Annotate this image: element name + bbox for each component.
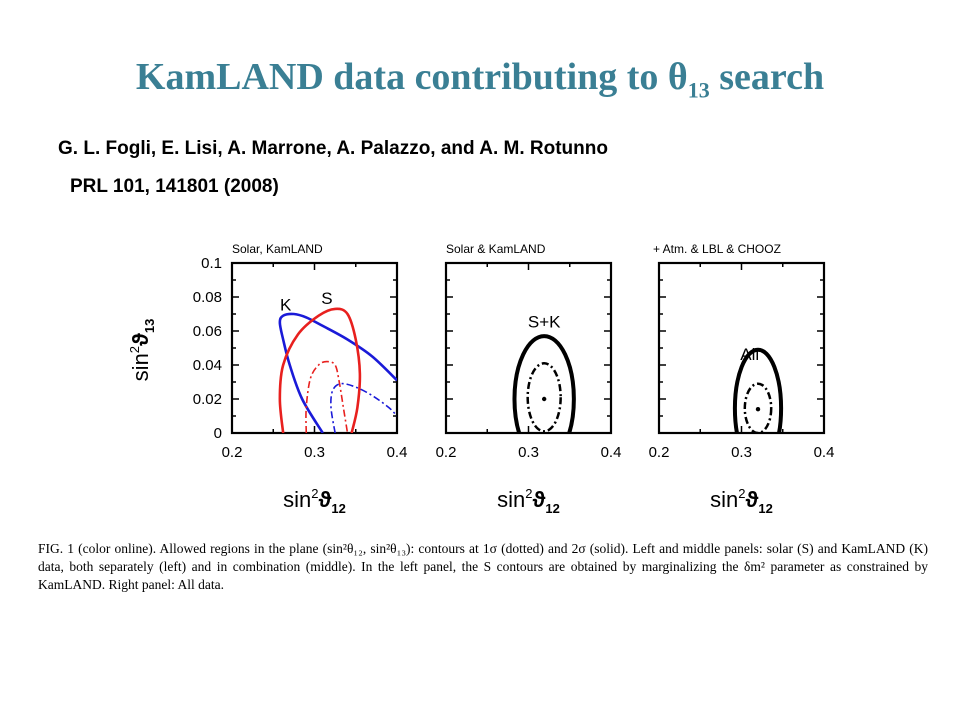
panel-header: + Atm. & LBL & CHOOZ [653,242,781,256]
panel-header: Solar, KamLAND [232,242,323,256]
x-axis-label: sin2ϑ12 [283,486,346,516]
contour-s-k [512,334,576,433]
y-tick-label: 0.04 [193,357,222,374]
x-tick-label: 0.2 [222,444,243,461]
slide-title: KamLAND data contributing to θ13 search [0,55,960,104]
curve-label-sk: S+K [528,313,561,332]
caption-text: Allowed regions in the plane (sin²θ₁₂, s… [38,541,928,592]
y-tick-label: 0.02 [193,391,222,408]
x-axis-label: sin2ϑ12 [497,486,560,516]
y-tick-label: 0.1 [201,255,222,272]
panel-curves [278,307,397,433]
curve-label-k: K [280,296,292,315]
slide-title-subscript: 13 [687,77,710,103]
figure-panels: sin2ϑ13 0.1 0.08 0.06 0.04 0.02 0 Solar, KamLAN… [127,242,835,516]
curve-label-all: All [740,345,759,364]
best-fit-point [755,407,761,412]
y-tick-label: 0.06 [193,323,222,340]
panel-curves [732,347,784,433]
x-tick-label: 0.3 [731,444,752,461]
contour-s [278,307,362,433]
slide-title-text: KamLAND data contributing to θ [135,56,688,98]
slide-title-tail: search [709,56,825,98]
x-axis-label: sin2ϑ12 [710,486,773,516]
x-tick-label: 0.4 [814,444,835,461]
contour-1sigma [330,382,397,433]
panel-frame [230,261,399,435]
y-tick-label: 0 [214,425,222,442]
y-axis-label: sin2ϑ13 [127,319,157,382]
x-tick-label: 0.4 [601,444,622,461]
figure-caption: FIG. 1 (color online). Allowed regions i… [38,540,928,594]
x-tick-label: 0.3 [518,444,539,461]
contour-all [732,347,784,433]
x-tick-label: 0.2 [649,444,670,461]
x-tick-label: 0.2 [436,444,457,461]
x-tick-label: 0.4 [387,444,408,461]
curve-label-s: S [321,289,332,308]
author-list: G. L. Fogli, E. Lisi, A. Marrone, A. Pal… [58,138,608,159]
contour-k [278,312,397,433]
contour-1sigma [743,382,773,433]
panel-header: Solar & KamLAND [446,242,546,256]
journal-citation: PRL 101, 141801 (2008) [70,176,279,197]
best-fit-point [541,396,547,402]
y-tick-label: 0.08 [193,289,222,306]
caption-label: FIG. 1 (color online). [38,541,157,556]
contour-1sigma [305,360,349,433]
x-tick-label: 0.3 [304,444,325,461]
